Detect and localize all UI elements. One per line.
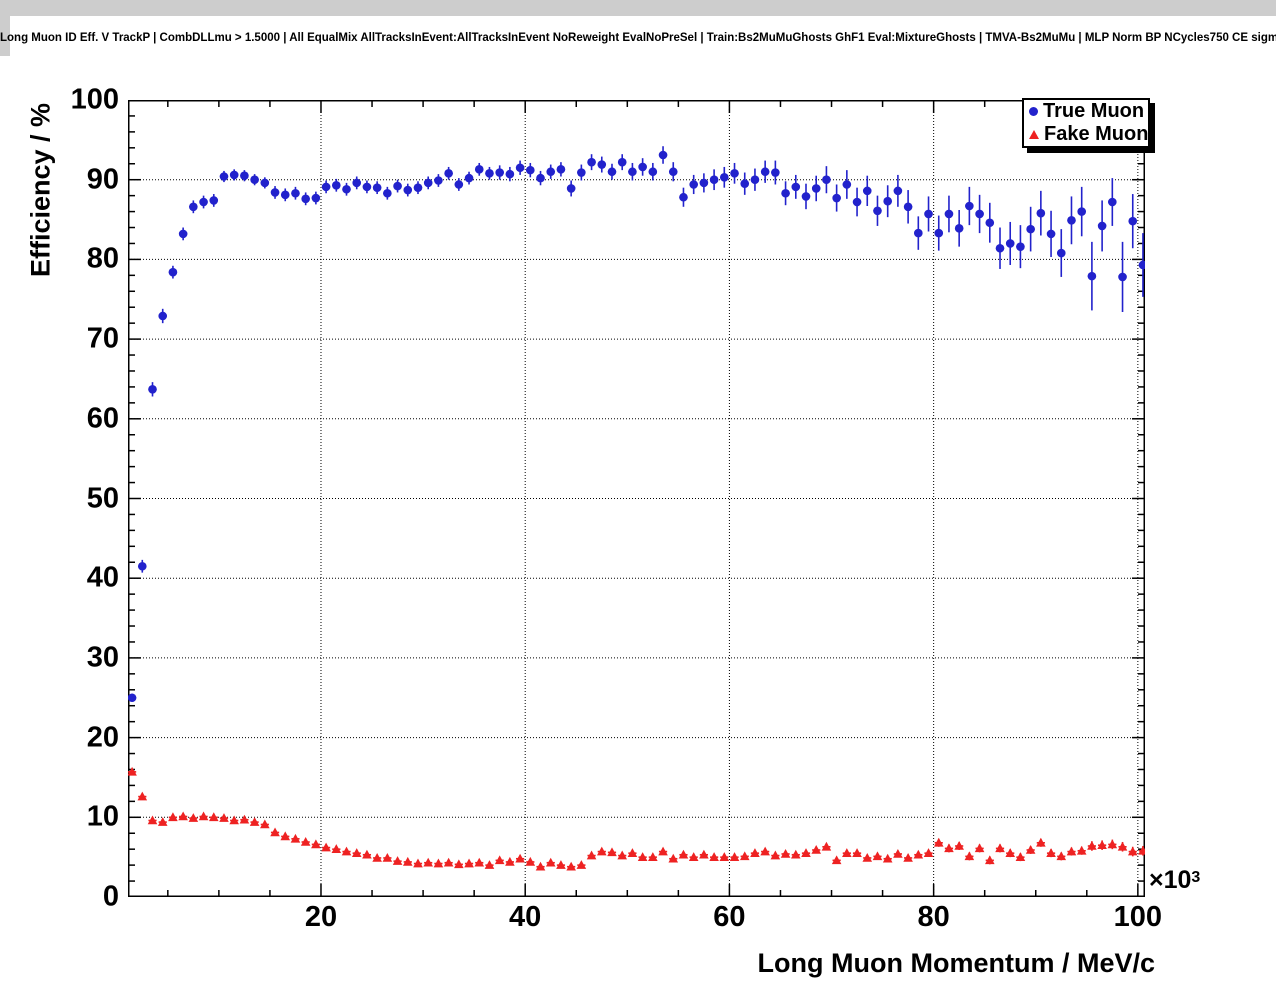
legend-label-true-muon: True Muon bbox=[1043, 100, 1145, 122]
window-chrome-top bbox=[0, 0, 1276, 16]
y-tick-label: 10 bbox=[86, 800, 119, 833]
y-tick-label: 30 bbox=[86, 641, 119, 674]
x-tick-label: 60 bbox=[713, 901, 746, 933]
x-axis-title: Long Muon Momentum / MeV/c bbox=[757, 948, 1155, 978]
x-tick-label: 100 bbox=[1113, 901, 1163, 933]
frame-border bbox=[128, 100, 1145, 897]
y-tick-label: 100 bbox=[70, 83, 119, 116]
fake-muon-series bbox=[128, 766, 1145, 871]
y-tick-label: 80 bbox=[86, 242, 119, 275]
legend-entry-fake-muon: Fake Muon bbox=[1024, 123, 1148, 146]
y-tick-label: 40 bbox=[86, 561, 119, 594]
gridlines bbox=[128, 100, 1145, 897]
x-axis-multiplier-base: ×10 bbox=[1149, 866, 1192, 894]
window-chrome-left bbox=[0, 0, 10, 56]
true-muon-series bbox=[128, 146, 1145, 703]
plot-area bbox=[128, 100, 1145, 897]
legend-label-fake-muon: Fake Muon bbox=[1044, 123, 1149, 145]
plot-title: Long Muon ID Eff. V TrackP | CombDLLmu >… bbox=[0, 32, 1276, 44]
y-tick-label: 50 bbox=[86, 482, 119, 514]
y-tick-label: 20 bbox=[86, 721, 119, 754]
y-tick-label: 70 bbox=[86, 322, 119, 355]
y-tick-label: 90 bbox=[86, 163, 119, 196]
x-tick-label: 20 bbox=[304, 901, 338, 933]
triangle-marker-icon bbox=[1029, 130, 1039, 139]
x-tick-label: 40 bbox=[509, 901, 542, 933]
legend-box: True Muon Fake Muon bbox=[1022, 98, 1150, 148]
circle-marker-icon bbox=[1029, 107, 1038, 116]
y-tick-label: 60 bbox=[86, 402, 119, 435]
legend-entry-true-muon: True Muon bbox=[1024, 100, 1148, 123]
y-tick-label: 0 bbox=[102, 880, 119, 913]
plot-frame bbox=[128, 100, 1145, 897]
x-axis-multiplier-exponent: 3 bbox=[1191, 869, 1201, 886]
x-tick-label: 80 bbox=[917, 901, 950, 933]
x-axis-multiplier: ×103 bbox=[1149, 866, 1200, 895]
